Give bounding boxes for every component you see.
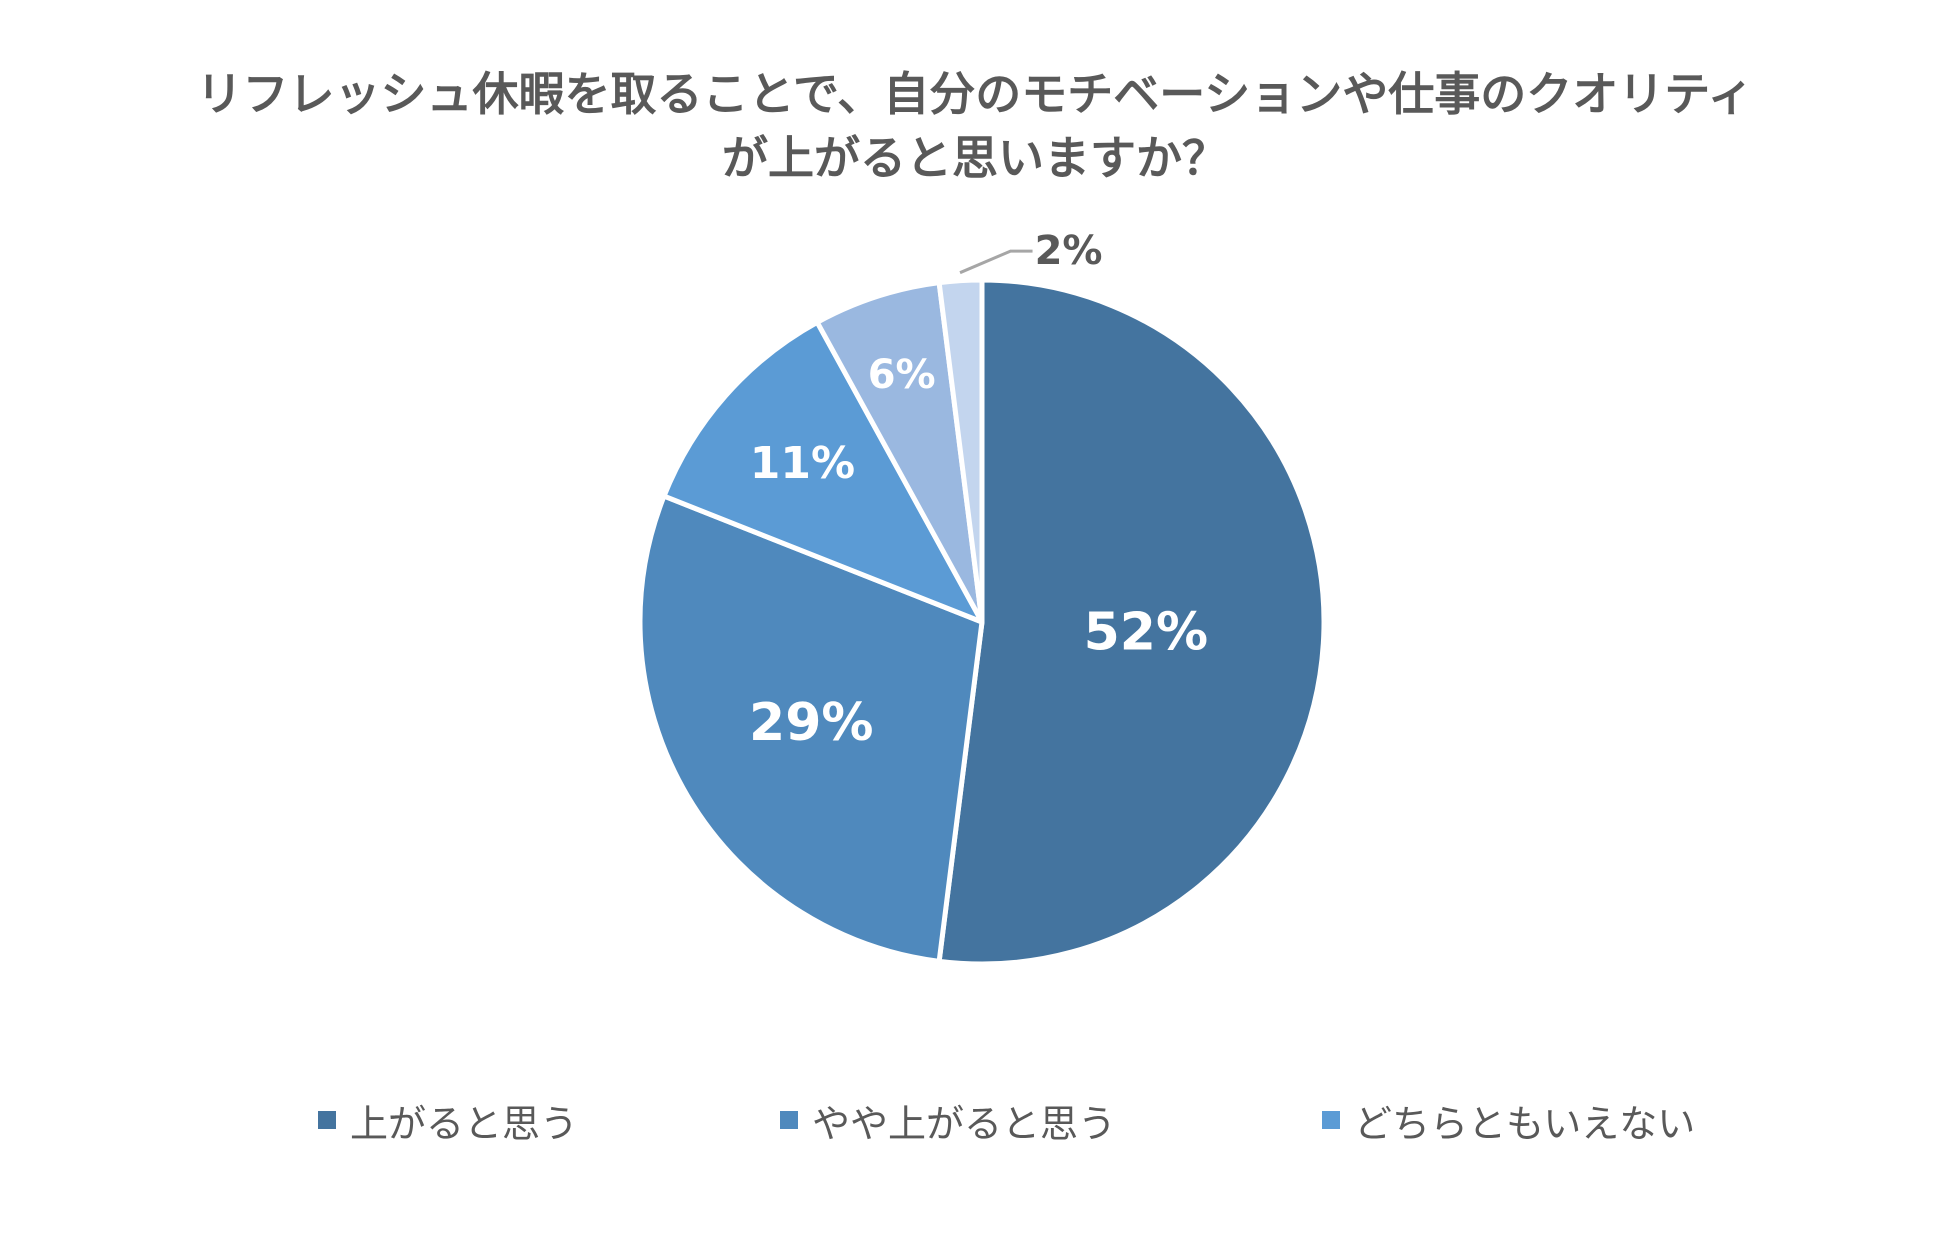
chart-title-line-1: リフレッシュ休暇を取ることで、自分のモチベーションや仕事のクオリティ bbox=[196, 67, 1754, 121]
data-label-other-b: 2% bbox=[1035, 228, 1103, 274]
pie-slice-dochiratomo bbox=[661, 319, 985, 625]
legend-item-dochiratomo: どちらともいえない bbox=[1322, 1090, 1695, 1150]
chart-title-line-2: が上がると思いますか？ bbox=[722, 131, 1228, 185]
data-label-dochiratomo: 11% bbox=[750, 438, 855, 489]
pie-slice-other-b bbox=[936, 277, 985, 625]
legend-item-yaya-agaru: やや上がると思う bbox=[780, 1090, 1116, 1150]
leader-line-other-b bbox=[959, 249, 1033, 275]
pie-slice-agaru bbox=[936, 277, 1327, 967]
legend-label-dochiratomo: どちらともいえない bbox=[1354, 1101, 1696, 1146]
legend-label-agaru: 上がると思う bbox=[350, 1101, 579, 1146]
legend-item-agaru: 上がると思う bbox=[318, 1090, 578, 1150]
chart-title: リフレッシュ休暇を取ることで、自分のモチベーションや仕事のクオリティ が上がると… bbox=[0, 62, 1950, 190]
data-label-yaya-agaru: 29% bbox=[749, 693, 873, 753]
data-label-agaru: 52% bbox=[1084, 602, 1208, 662]
legend-swatch-dochiratomo bbox=[1322, 1111, 1340, 1129]
pie-slice-yaya-agaru bbox=[637, 493, 985, 964]
data-label-other-a: 6% bbox=[868, 352, 936, 398]
legend-label-yaya-agaru: やや上がると思う bbox=[812, 1101, 1117, 1146]
chart-legend: 上がると思う やや上がると思う どちらともいえない bbox=[0, 1090, 1950, 1150]
legend-swatch-agaru bbox=[318, 1111, 336, 1129]
legend-swatch-yaya-agaru bbox=[780, 1111, 798, 1129]
